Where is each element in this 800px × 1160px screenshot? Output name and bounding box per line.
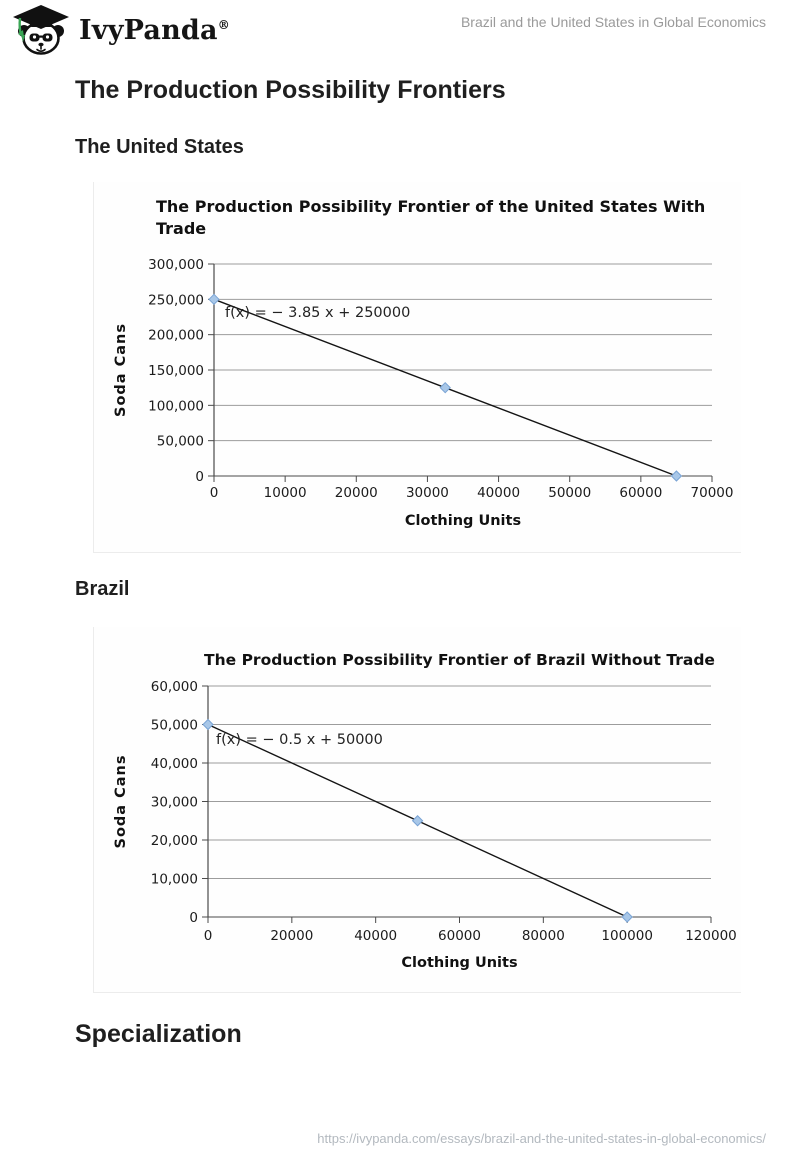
panda-graduate-icon <box>13 5 69 55</box>
chart-title: The Production Possibility Frontier of B… <box>204 651 715 669</box>
y-tick-label: 40,000 <box>151 756 198 772</box>
x-axis-label: Clothing Units <box>401 955 517 971</box>
y-tick-label: 300,000 <box>148 257 204 273</box>
y-tick-label: 250,000 <box>148 292 204 308</box>
brazil-ppf-chart-canvas: 0 10,000 20,000 30,000 40,000 50,000 60,000 0 20… <box>113 651 737 971</box>
data-point-marker <box>439 381 451 394</box>
y-tick-label: 0 <box>195 469 204 485</box>
x-tick-label: 40000 <box>354 928 397 944</box>
x-tick-label: 0 <box>210 485 219 501</box>
heading-united-states: The United States <box>75 136 244 158</box>
function-annotation: f(x) = − 0.5 x + 50000 <box>216 732 383 748</box>
y-axis-label: Soda Cans <box>113 755 129 849</box>
y-axis-label: Soda Cans <box>113 323 129 417</box>
data-point-marker <box>621 911 633 923</box>
document-title: Brazil and the United States in Global E… <box>460 14 766 30</box>
y-tick-label: 10,000 <box>151 872 198 888</box>
x-tick-label: 0 <box>204 928 213 944</box>
us-ppf-chart: 0 50,000 100,000 150,000 200,000 250,000 300,0… <box>93 182 741 553</box>
chart-title: The Production Possibility Frontier of t… <box>156 197 705 216</box>
x-tick-label: 60000 <box>438 928 481 944</box>
x-tick-label: 20000 <box>335 485 378 501</box>
data-point-marker <box>411 815 424 827</box>
y-tick-label: 100,000 <box>148 398 204 414</box>
x-tick-label: 60000 <box>619 485 662 501</box>
brand-text: IvyPanda <box>79 14 218 46</box>
x-tick-label: 120000 <box>685 928 737 944</box>
brand-name: IvyPanda® <box>79 15 230 46</box>
y-tick-label: 50,000 <box>151 718 198 734</box>
registered-mark: ® <box>217 17 230 32</box>
y-tick-label: 20,000 <box>151 833 198 849</box>
x-tick-label: 50000 <box>548 485 591 501</box>
y-tick-label: 150,000 <box>148 363 204 379</box>
brazil-ppf-chart: 0 10,000 20,000 30,000 40,000 50,000 60,000 0 20… <box>93 627 741 993</box>
data-point-marker <box>208 293 220 306</box>
source-url[interactable]: https://ivypanda.com/essays/brazil-and-t… <box>317 1131 766 1146</box>
y-tick-label: 30,000 <box>151 795 198 811</box>
x-tick-label: 70000 <box>691 485 734 501</box>
ivypanda-logo[interactable]: IvyPanda® <box>10 3 310 57</box>
x-tick-label: 30000 <box>406 485 449 501</box>
y-tick-label: 50,000 <box>157 434 204 450</box>
heading-specialization: Specialization <box>75 1020 242 1048</box>
y-tick-label: 60,000 <box>151 679 198 695</box>
function-annotation: f(x) = − 3.85 x + 250000 <box>225 305 410 321</box>
us-ppf-chart-canvas: 0 50,000 100,000 150,000 200,000 250,000 300,0… <box>113 197 734 529</box>
chart-title: Trade <box>156 219 206 238</box>
x-tick-label: 80000 <box>522 928 565 944</box>
heading-production-possibility-frontiers: The Production Possibility Frontiers <box>75 76 506 104</box>
x-tick-label: 10000 <box>264 485 307 501</box>
data-point-marker <box>670 470 683 482</box>
y-tick-label: 0 <box>189 910 198 926</box>
y-tick-label: 200,000 <box>148 328 204 344</box>
x-tick-label: 100000 <box>601 928 653 944</box>
x-tick-label: 40000 <box>477 485 520 501</box>
x-tick-label: 20000 <box>270 928 313 944</box>
x-axis-label: Clothing Units <box>405 513 521 529</box>
data-point-marker <box>202 718 214 731</box>
heading-brazil: Brazil <box>75 578 130 600</box>
